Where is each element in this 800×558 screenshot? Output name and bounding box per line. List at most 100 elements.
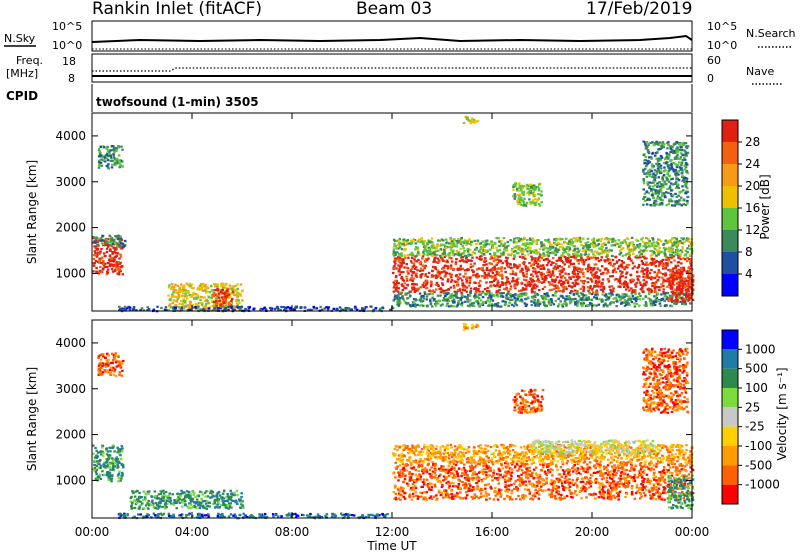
range-cell [579,241,582,243]
noise-tick-top-right: 10^5 [707,20,737,33]
range-cell [653,200,656,202]
range-cell [121,165,124,167]
range-cell [684,283,687,285]
range-cell [630,281,633,283]
range-cell [641,287,644,289]
range-cell [594,264,597,266]
range-cell [119,166,122,168]
range-cell [176,296,179,298]
range-cell [462,283,465,285]
range-cell [493,305,496,307]
range-cell [534,198,537,200]
range-cell [102,452,105,454]
range-cell [639,245,642,247]
range-cell [106,458,109,460]
range-cell [514,196,517,198]
range-cell [168,284,171,286]
range-cell [411,287,414,289]
range-cell [540,274,543,276]
range-cell [665,191,668,193]
range-cell [451,261,454,263]
range-cell [426,283,429,285]
range-cell [397,294,400,296]
range-cell [685,294,688,296]
range-cell [98,463,101,465]
range-cell [626,271,629,273]
range-cell [549,289,552,291]
range-cell [580,271,583,273]
range-cell [474,121,477,123]
range-cell [453,287,456,289]
range-cell [592,244,595,246]
range-cell [107,272,110,274]
range-cell [506,246,509,248]
range-cell [470,263,473,265]
range-cell [422,243,425,245]
range-cell [629,274,632,276]
range-cell [574,237,577,239]
range-cell [420,298,423,300]
range-cell [477,120,480,122]
range-cell [122,243,125,245]
range-cell [623,286,626,288]
range-cell [469,303,472,305]
range-cell [467,251,470,253]
range-cell [520,189,523,191]
range-cell [224,293,227,295]
range-cell [578,295,581,297]
range-cell [185,295,188,297]
range-cell [235,290,238,292]
range-cell [608,251,611,253]
range-cell [289,307,292,309]
range-cell [678,199,681,201]
range-cell [539,265,542,267]
range-cell [497,295,500,297]
range-cell [660,187,663,189]
range-cell [680,164,683,166]
range-cell [607,258,610,260]
range-cell [539,253,542,255]
range-cell [476,257,479,259]
range-cell [645,156,648,158]
range-cell [647,170,650,172]
range-cell [396,244,399,246]
range-cell [631,237,634,239]
range-cell [612,287,615,289]
range-cell [649,185,652,187]
range-cell [96,249,99,251]
range-cell [597,285,600,287]
range-cell [626,266,629,268]
range-cell [462,289,465,291]
range-cell [564,273,567,275]
range-cell [213,303,216,305]
range-cell [628,244,631,246]
range-cell [118,235,121,237]
range-cell [537,193,540,195]
range-cell [494,267,497,269]
range-cell [609,275,612,277]
range-cell [513,263,516,265]
range-cell [479,251,482,253]
range-cell [116,147,119,149]
range-cell [233,305,236,307]
range-cell [224,307,227,309]
range-cell [622,255,625,257]
range-cell [528,198,531,200]
range-cell [507,281,510,283]
range-cell [590,257,593,259]
range-cell [532,188,535,190]
range-cell [564,241,567,243]
range-cell [552,294,555,296]
range-cell [587,281,590,283]
range-cell [393,243,396,245]
range-cell [587,265,590,267]
range-cell [654,287,657,289]
range-cell [600,238,603,240]
range-cell [465,244,468,246]
range-cell [121,472,124,474]
range-cell [423,282,426,284]
range-cell [107,149,110,151]
range-cell [418,254,421,256]
range-cell [615,256,618,258]
range-cell [189,301,192,303]
